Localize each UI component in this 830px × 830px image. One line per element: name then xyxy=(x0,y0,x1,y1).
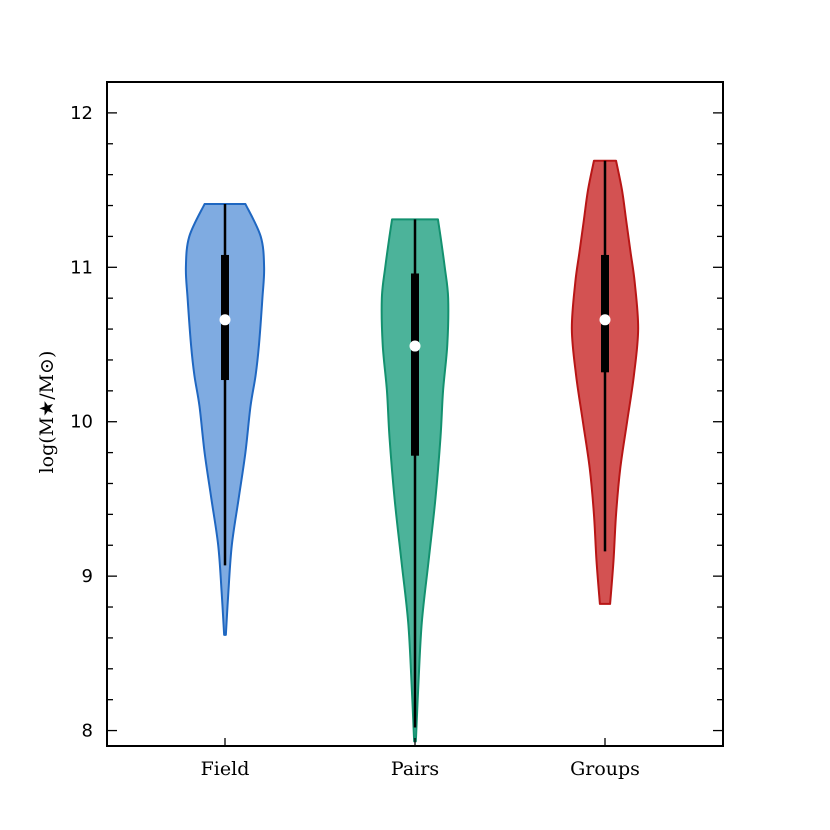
iqr-box-pairs xyxy=(411,273,419,456)
x-tick-label: Field xyxy=(201,758,250,780)
y-tick-label: 8 xyxy=(82,721,93,742)
y-tick-label: 11 xyxy=(70,257,93,278)
median-marker-field xyxy=(219,314,231,326)
plot-frame xyxy=(106,81,724,747)
x-tick-label: Pairs xyxy=(391,758,439,780)
median-marker-pairs xyxy=(409,340,421,352)
y-tick-label: 10 xyxy=(70,412,93,433)
y-axis-label: log(M★/M⊙) xyxy=(36,351,58,474)
y-tick-label: 12 xyxy=(70,103,93,124)
x-tick-label: Groups xyxy=(570,758,640,780)
median-marker-groups xyxy=(599,314,611,326)
box-layer xyxy=(219,160,611,728)
x-axis: Field Pairs Groups xyxy=(201,738,640,780)
y-tick-label: 9 xyxy=(82,566,93,587)
iqr-box-groups xyxy=(601,254,609,373)
